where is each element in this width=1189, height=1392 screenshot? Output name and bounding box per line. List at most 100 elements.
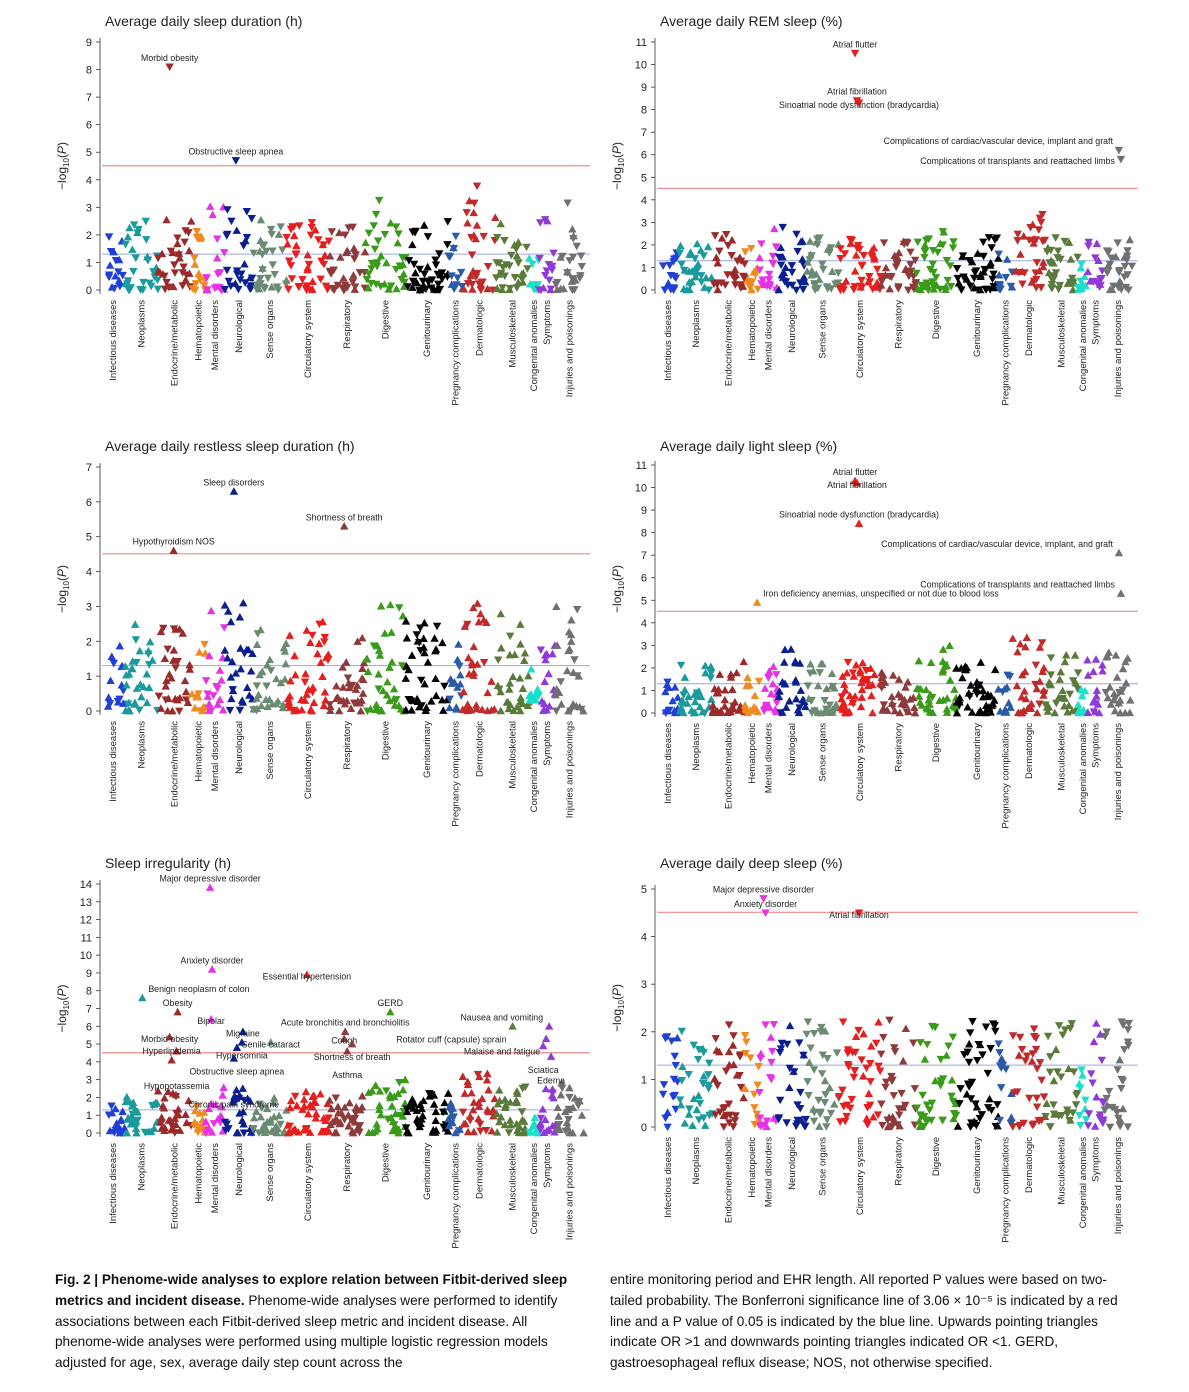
point-genitourinary xyxy=(974,708,983,717)
point-digestive xyxy=(949,1110,959,1118)
point-digestive xyxy=(361,238,370,247)
point-respiratory xyxy=(358,1091,367,1100)
point-respiratory xyxy=(329,286,339,295)
point-genitourinary xyxy=(412,278,422,287)
point-pregnancy-complications xyxy=(444,1121,454,1130)
x-category-label-genitourinary: Genitourinary xyxy=(422,1143,433,1200)
x-category-label-endocrine-metabolic: Endocrine/metabolic xyxy=(170,300,181,386)
point-genitourinary xyxy=(423,262,432,271)
point-circulatory-system xyxy=(314,639,324,648)
point-injuries-and-poisonings xyxy=(570,656,579,664)
point-pregnancy-complications xyxy=(1007,268,1017,277)
x-category-label-symptoms: Symptoms xyxy=(1091,1137,1102,1182)
x-category-label-neoplasms: Neoplasms xyxy=(691,723,702,771)
point-dermatologic xyxy=(463,700,472,708)
point-dermatologic xyxy=(474,1098,483,1106)
point-mental-disorders xyxy=(218,1091,227,1099)
y-tick-label: 3 xyxy=(641,217,647,229)
point-infectious-diseases xyxy=(109,659,118,668)
point-endocrine-metabolic xyxy=(175,693,185,702)
point-endocrine-metabolic xyxy=(160,654,170,662)
point-musculoskeletal xyxy=(1065,1116,1074,1125)
x-category-label-musculoskeletal: Musculoskeletal xyxy=(508,721,519,789)
point-neoplasms xyxy=(133,1116,142,1125)
point-digestive xyxy=(375,1087,385,1095)
point-circulatory-system xyxy=(286,262,296,270)
annotation-label: Atrial fibrillation xyxy=(829,910,889,920)
y-tick-label: 5 xyxy=(641,172,647,184)
x-category-label-respiratory: Respiratory xyxy=(342,300,353,349)
point-neurological xyxy=(246,666,256,675)
point-digestive xyxy=(384,285,393,293)
point-endocrine-metabolic xyxy=(713,285,722,294)
point-musculoskeletal xyxy=(1050,708,1059,717)
x-category-label-digestive: Digestive xyxy=(931,300,942,339)
point-genitourinary xyxy=(989,270,998,279)
annotated-point xyxy=(238,1027,248,1035)
y-tick-label: 6 xyxy=(641,573,647,585)
x-category-label-mental-disorders: Mental disorders xyxy=(210,1143,221,1213)
point-genitourinary xyxy=(962,1090,972,1098)
y-tick-label: 4 xyxy=(641,932,647,944)
point-circulatory-system xyxy=(292,1101,302,1110)
point-respiratory xyxy=(894,690,903,698)
point-dermatologic xyxy=(1032,708,1042,717)
y-tick-label: 11 xyxy=(636,460,647,472)
point-respiratory xyxy=(885,1016,894,1025)
point-digestive xyxy=(389,684,399,693)
point-digestive xyxy=(951,701,961,710)
annotated-point xyxy=(167,1055,176,1064)
point-endocrine-metabolic xyxy=(159,624,168,633)
point-musculoskeletal xyxy=(1071,678,1080,687)
y-tick-label: 1 xyxy=(86,671,92,683)
point-congenital-anomalies xyxy=(1076,263,1085,272)
point-injuries-and-poisonings xyxy=(1115,1122,1125,1131)
point-musculoskeletal xyxy=(506,1120,515,1129)
point-injuries-and-poisonings xyxy=(1113,1066,1122,1074)
point-endocrine-metabolic xyxy=(728,685,737,693)
point-endocrine-metabolic xyxy=(162,278,171,287)
point-mental-disorders xyxy=(766,1074,775,1082)
point-hematopoietic xyxy=(200,640,209,649)
point-circulatory-system xyxy=(284,257,294,266)
point-digestive xyxy=(380,629,390,637)
point-digestive xyxy=(386,282,396,291)
point-genitourinary xyxy=(408,283,417,291)
x-category-label-dermatologic: Dermatologic xyxy=(474,1143,485,1199)
point-musculoskeletal xyxy=(1065,690,1075,699)
point-dermatologic xyxy=(483,1105,492,1114)
point-genitourinary xyxy=(419,1096,428,1105)
point-dermatologic xyxy=(1035,700,1044,709)
point-mental-disorders xyxy=(768,252,778,261)
point-symptoms xyxy=(548,649,557,658)
point-infectious-diseases xyxy=(106,676,115,685)
annotated-point xyxy=(546,1052,556,1060)
point-respiratory xyxy=(901,264,911,273)
point-endocrine-metabolic xyxy=(173,234,182,243)
point-injuries-and-poisonings xyxy=(1107,254,1116,263)
point-pregnancy-complications xyxy=(456,679,465,688)
point-neurological xyxy=(227,657,237,666)
annotation-label: Malaise and fatigue xyxy=(464,1047,540,1057)
point-digestive xyxy=(916,285,925,294)
point-digestive xyxy=(947,1075,957,1084)
x-category-label-sense-organs: Sense organs xyxy=(817,1137,828,1196)
point-sense-organs xyxy=(809,1117,819,1126)
annotated-point xyxy=(266,1038,276,1046)
point-neoplasms xyxy=(680,685,690,694)
point-respiratory xyxy=(887,699,897,707)
point-infectious-diseases xyxy=(670,683,680,691)
point-digestive xyxy=(914,684,924,693)
point-genitourinary xyxy=(953,1122,963,1130)
point-mental-disorders xyxy=(758,1122,767,1130)
point-endocrine-metabolic xyxy=(169,656,178,664)
point-endocrine-metabolic xyxy=(739,657,748,666)
point-genitourinary xyxy=(985,1094,994,1103)
point-circulatory-system xyxy=(862,1064,871,1073)
y-tick-label: 1 xyxy=(86,1110,92,1122)
point-sense-organs xyxy=(820,1099,830,1107)
point-digestive xyxy=(376,1110,386,1119)
point-digestive xyxy=(929,268,938,277)
point-neoplasms xyxy=(704,1071,713,1079)
x-category-label-pregnancy-complications: Pregnancy complications xyxy=(450,1143,461,1249)
